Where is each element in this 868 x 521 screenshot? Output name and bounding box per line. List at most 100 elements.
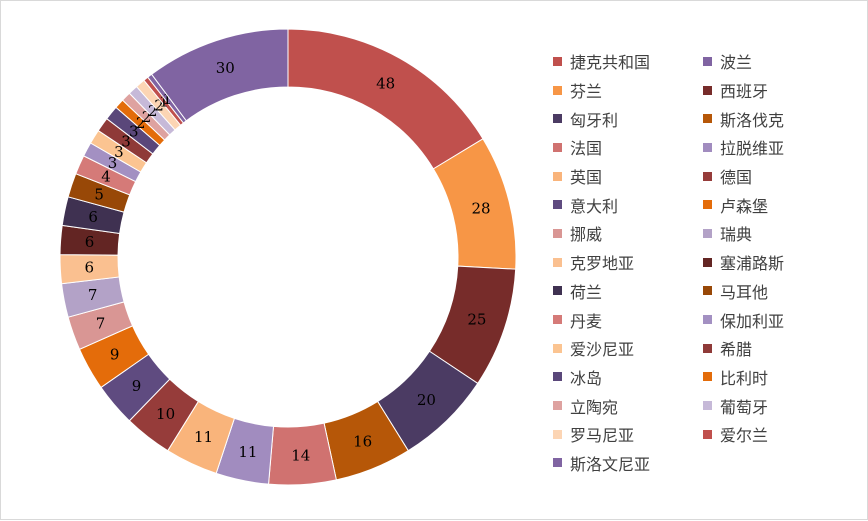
legend-label: 希腊	[720, 340, 753, 360]
legend-swatch	[553, 257, 562, 267]
slice-data-label: 28	[471, 200, 490, 218]
slice-data-label: 5	[94, 185, 104, 203]
slice-data-label: 4	[101, 167, 111, 185]
slice-data-label: 7	[96, 315, 106, 333]
legend-label: 捷克共和国	[570, 53, 651, 73]
slice-data-label: 16	[353, 432, 372, 450]
legend-item: 挪威	[553, 219, 703, 248]
legend-label: 罗马尼亚	[570, 426, 635, 446]
legend-label: 波兰	[720, 53, 753, 73]
legend-swatch	[553, 315, 562, 325]
legend-item: 斯洛文尼亚	[553, 449, 703, 478]
legend-swatch	[553, 200, 562, 210]
legend-item: 立陶宛	[553, 391, 703, 420]
legend-item: 马耳他	[703, 277, 823, 306]
legend-label: 斯洛文尼亚	[570, 454, 651, 474]
slice-data-label: 3	[129, 122, 139, 140]
legend-label: 葡萄牙	[720, 397, 769, 417]
legend-item: 法国	[553, 133, 703, 162]
legend-label: 克罗地亚	[570, 254, 635, 274]
legend-item: 德国	[703, 162, 823, 191]
legend-item: 保加利亚	[703, 305, 823, 334]
legend-label: 丹麦	[570, 311, 603, 331]
legend-swatch	[553, 228, 562, 238]
slice-data-label: 14	[291, 447, 310, 465]
legend-swatch	[703, 429, 712, 439]
slice-data-label: 2	[136, 114, 146, 132]
legend-label: 立陶宛	[570, 397, 619, 417]
legend-item: 波兰	[703, 47, 823, 76]
legend-item: 捷克共和国	[553, 47, 703, 76]
legend-item: 意大利	[553, 190, 703, 219]
legend-swatch	[703, 257, 712, 267]
legend-item: 克罗地亚	[553, 248, 703, 277]
legend-swatch	[553, 401, 562, 411]
legend-label: 瑞典	[720, 225, 753, 245]
slice-data-label: 2	[154, 96, 164, 114]
legend-label: 挪威	[570, 225, 603, 245]
legend-label: 卢森堡	[720, 196, 769, 216]
legend-item: 匈牙利	[553, 104, 703, 133]
legend-swatch	[553, 343, 562, 353]
legend-label: 冰岛	[570, 368, 603, 388]
legend-label: 爱沙尼亚	[570, 340, 635, 360]
legend-label: 匈牙利	[570, 110, 619, 130]
legend-item: 爱沙尼亚	[553, 334, 703, 363]
slice-data-label: 1	[163, 90, 173, 108]
legend-swatch	[703, 315, 712, 325]
slice-data-label: 2	[148, 102, 158, 120]
legend-label: 保加利亚	[720, 311, 785, 331]
slice-data-label: 10	[156, 405, 175, 423]
legend-swatch	[703, 56, 712, 66]
legend-item: 荷兰	[553, 277, 703, 306]
legend-swatch	[703, 142, 712, 152]
legend-label: 拉脱维亚	[720, 139, 785, 159]
legend-item: 冰岛	[553, 363, 703, 392]
legend-label: 爱尔兰	[720, 426, 769, 446]
slice-data-label: 25	[467, 311, 486, 329]
slice-data-label: 6	[88, 208, 98, 226]
legend-item: 塞浦路斯	[703, 248, 823, 277]
slice-data-label: 7	[88, 286, 98, 304]
legend-label: 塞浦路斯	[720, 254, 785, 274]
chart-legend: 捷克共和国 波兰 芬兰 西班牙 匈牙利 斯洛伐克 法国 拉脱维亚 英国 德国 意大利 卢森堡 挪威 瑞典克…	[553, 47, 823, 477]
legend-swatch	[703, 228, 712, 238]
legend-label: 英国	[570, 168, 603, 188]
legend-item: 葡萄牙	[703, 391, 823, 420]
donut-slice	[287, 28, 484, 170]
legend-swatch	[553, 286, 562, 296]
legend-swatch	[703, 286, 712, 296]
legend-item: 西班牙	[703, 76, 823, 105]
legend-item: 爱尔兰	[703, 420, 823, 449]
legend-label: 德国	[720, 168, 753, 188]
legend-swatch	[703, 200, 712, 210]
legend-label: 马耳他	[720, 282, 769, 302]
legend-swatch	[553, 114, 562, 124]
slice-data-label: 9	[110, 346, 120, 364]
legend-label: 芬兰	[570, 82, 603, 102]
legend-item: 罗马尼亚	[553, 420, 703, 449]
legend-swatch	[703, 401, 712, 411]
legend-item: 卢森堡	[703, 190, 823, 219]
legend-item: 英国	[553, 162, 703, 191]
legend-swatch	[553, 429, 562, 439]
donut-slice	[150, 28, 289, 122]
slice-data-label: 1	[159, 92, 169, 110]
legend-label: 比利时	[720, 368, 769, 388]
legend-label: 意大利	[570, 196, 619, 216]
legend-swatch	[553, 372, 562, 382]
slice-data-label: 3	[114, 143, 124, 161]
slice-data-label: 2	[142, 108, 152, 126]
legend-swatch	[553, 458, 562, 468]
legend-swatch	[553, 171, 562, 181]
legend-label: 西班牙	[720, 82, 769, 102]
legend-item: 拉脱维亚	[703, 133, 823, 162]
legend-item: 比利时	[703, 363, 823, 392]
legend-swatch	[553, 142, 562, 152]
slice-data-label: 3	[121, 132, 131, 150]
slice-data-label: 6	[85, 233, 95, 251]
legend-swatch	[553, 56, 562, 66]
slice-data-label: 11	[194, 428, 213, 446]
slice-data-label: 20	[417, 391, 436, 409]
